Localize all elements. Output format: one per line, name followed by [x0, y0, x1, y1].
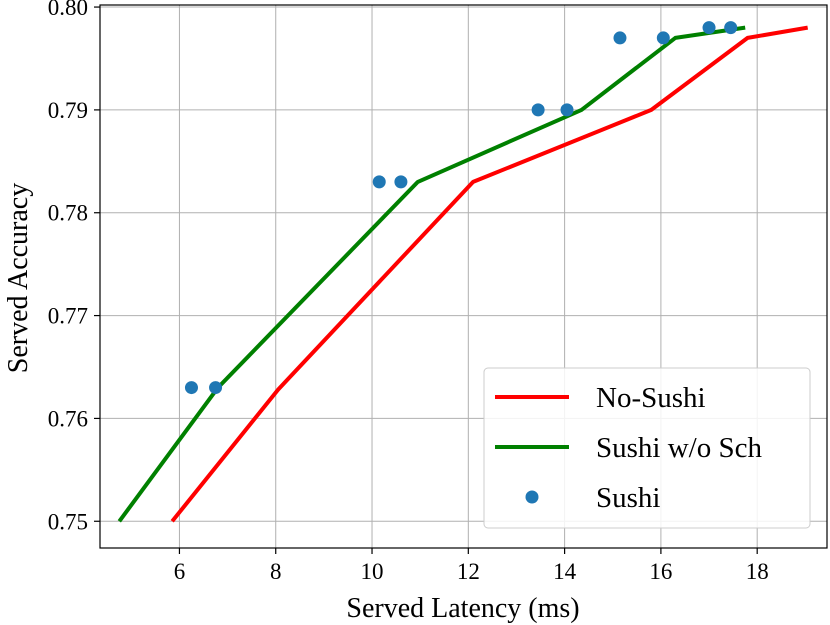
x-tick-label: 6 [174, 559, 186, 584]
plot-series [117, 21, 809, 523]
scatter-point [394, 175, 408, 189]
x-tick-label: 8 [270, 559, 282, 584]
scatter-point [560, 103, 574, 117]
scatter-point [531, 103, 545, 117]
series-line-0 [170, 25, 809, 523]
x-tick-label: 12 [457, 559, 480, 584]
y-tick-label: 0.80 [48, 0, 88, 20]
x-tick-label: 14 [553, 559, 577, 584]
legend: No-Sushi Sushi w/o Sch Sushi [483, 367, 811, 529]
y-axis-ticks: 0.75 0.76 0.77 0.78 0.79 0.80 [48, 0, 100, 534]
y-tick-label: 0.77 [48, 304, 88, 329]
scatter-point [184, 381, 198, 395]
legend-entry-0: No-Sushi [596, 382, 706, 414]
scatter-point [613, 31, 627, 45]
y-tick-label: 0.79 [48, 98, 88, 123]
legend-box [483, 367, 811, 529]
scatter-point [702, 21, 716, 35]
x-tick-label: 10 [361, 559, 384, 584]
x-axis-ticks: 6 8 10 12 14 16 18 [174, 548, 769, 584]
scatter-point [656, 31, 670, 45]
y-tick-label: 0.78 [48, 201, 88, 226]
scatter-point [372, 175, 386, 189]
legend-entry-2: Sushi [596, 482, 660, 514]
x-tick-label: 16 [649, 559, 672, 584]
y-tick-label: 0.75 [48, 509, 88, 534]
scatter-point [209, 381, 223, 395]
legend-entry-1: Sushi w/o Sch [596, 432, 762, 464]
plot-frame [99, 4, 828, 549]
grid [100, 5, 827, 548]
y-tick-label: 0.76 [48, 406, 88, 431]
scatter-point [724, 21, 738, 35]
legend-swatch-2 [525, 490, 539, 504]
series-line-1 [117, 25, 746, 523]
x-axis-label: Served Latency (ms) [346, 593, 579, 624]
y-axis-label: Served Accuracy [3, 183, 34, 373]
x-tick-label: 18 [746, 559, 769, 584]
